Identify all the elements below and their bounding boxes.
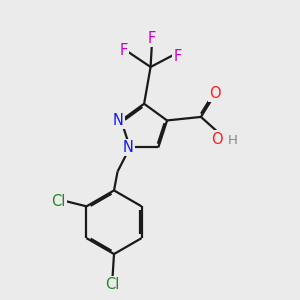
Text: F: F: [174, 49, 182, 64]
Text: Cl: Cl: [52, 194, 66, 209]
Text: H: H: [227, 134, 237, 147]
Text: N: N: [123, 140, 134, 155]
Text: F: F: [119, 43, 128, 58]
Text: O: O: [212, 131, 223, 146]
Text: F: F: [148, 31, 156, 46]
Text: Cl: Cl: [105, 278, 120, 292]
Text: O: O: [209, 85, 220, 100]
Text: N: N: [113, 113, 124, 128]
